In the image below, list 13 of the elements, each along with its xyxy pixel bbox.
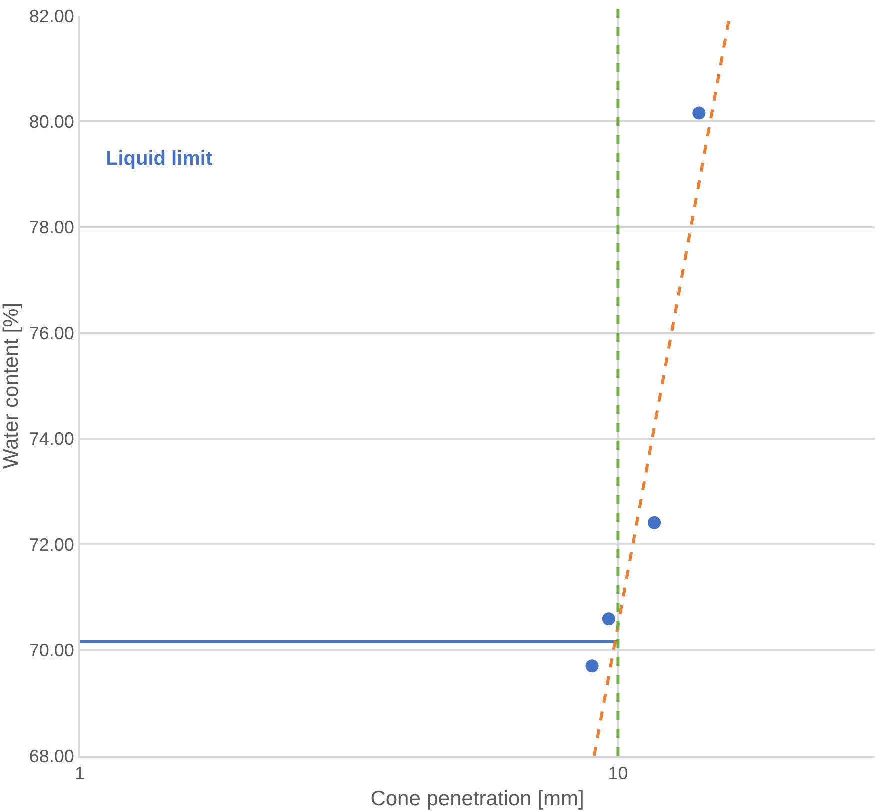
y-tick-label: 74.00 [29,429,74,450]
y-tick-label: 82.00 [29,6,74,26]
y-tick-label: 70.00 [29,640,74,661]
y-tick-label: 68.00 [29,746,74,766]
annotation: Liquid limit [106,148,213,170]
y-tick-label: 72.00 [29,534,74,555]
y-tick-label: 78.00 [29,218,74,238]
y-tick-label: 80.00 [29,112,74,132]
x-axis-title: Cone penetration [mm] [370,787,584,810]
y-tick-label: 76.00 [29,323,74,344]
x-tick-label: 10 [608,764,628,784]
y-axis-title: Water content [%] [0,302,23,470]
x-tick-label: 1 [74,764,86,784]
